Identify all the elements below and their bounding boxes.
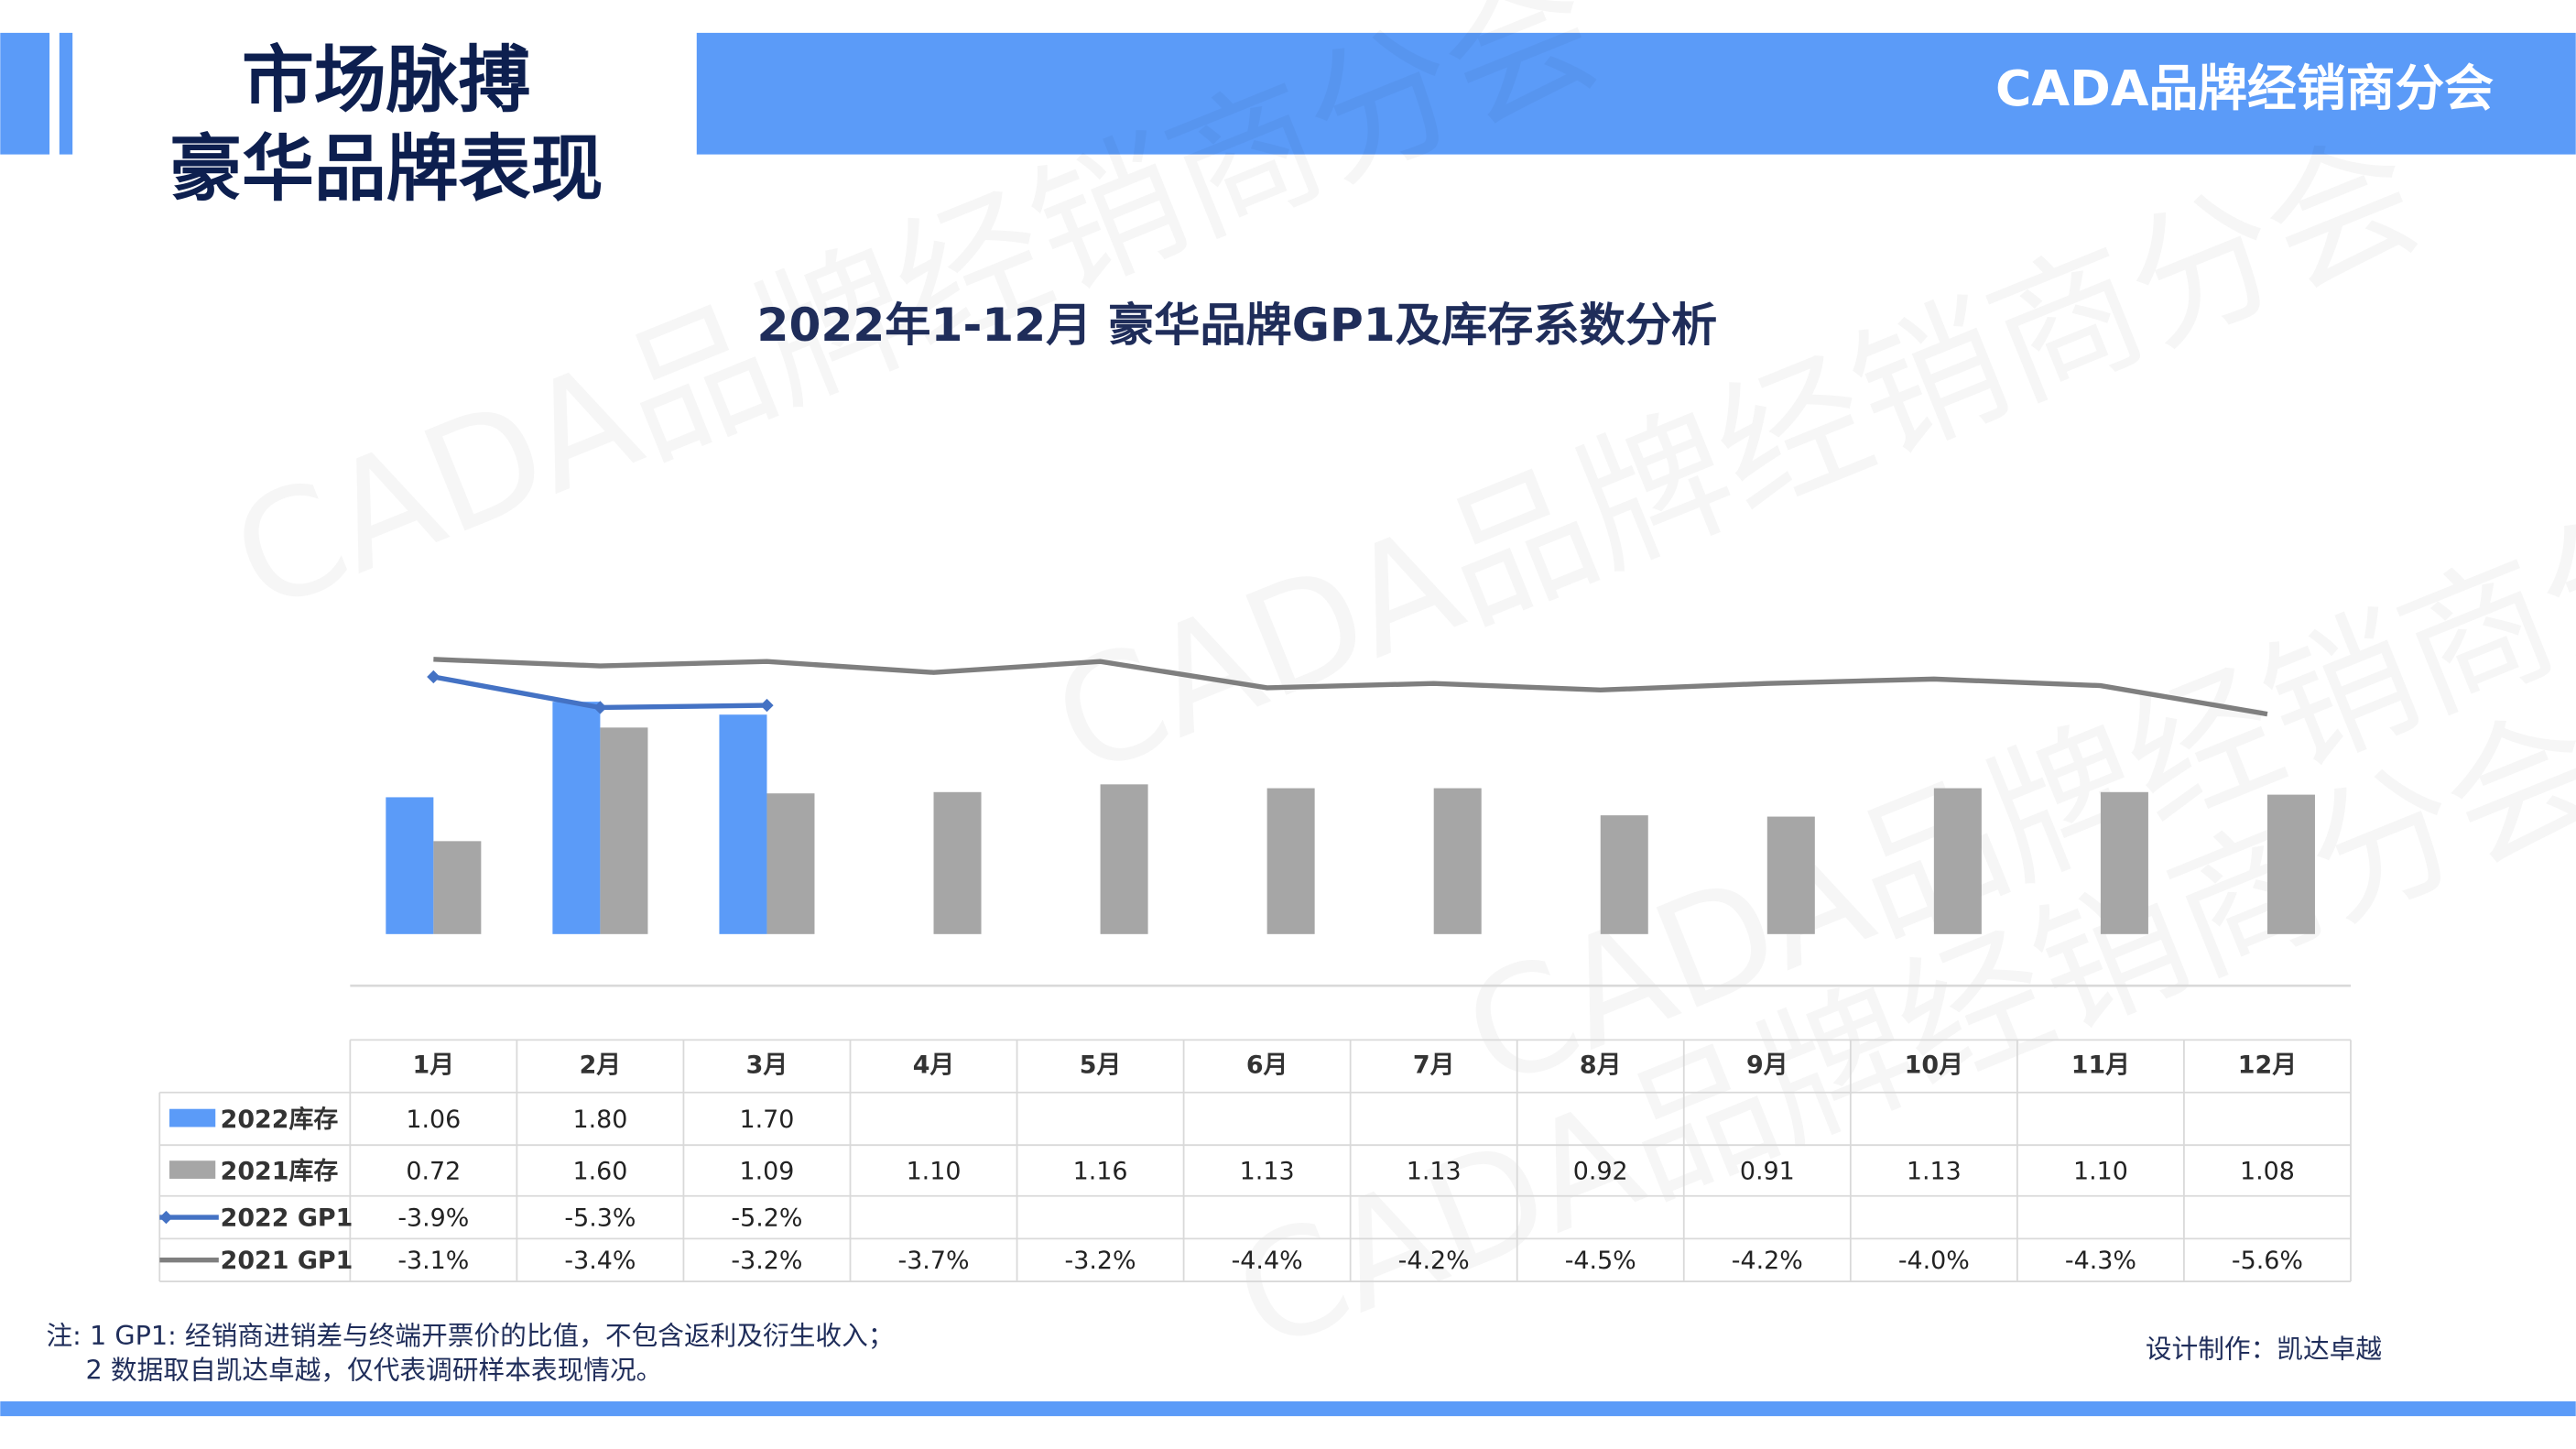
value-label: 1.10 <box>2073 1157 2128 1185</box>
value-label: -3.2% <box>1065 1247 1136 1275</box>
header-stripe <box>59 32 73 155</box>
legend-marker <box>159 1210 173 1225</box>
x-tick-label: 8月 <box>1580 1051 1622 1080</box>
bar <box>766 793 815 934</box>
value-label: -4.0% <box>1898 1247 1970 1275</box>
bar <box>386 797 434 934</box>
value-label: 1.80 <box>572 1106 627 1134</box>
value-label: 1.16 <box>1073 1157 1128 1185</box>
x-tick-label: 5月 <box>1080 1051 1122 1080</box>
x-tick-label: 2月 <box>580 1051 622 1080</box>
value-label: -4.5% <box>1565 1247 1636 1275</box>
value-label: -4.3% <box>2065 1247 2136 1275</box>
header-title: 市场脉搏 <box>242 38 531 123</box>
note: 2 数据取自凯达卓越，仅代表调研样本表现情况。 <box>86 1355 663 1386</box>
legend-label: 2021 GP1 <box>221 1247 353 1275</box>
legend-label: 2021库存 <box>221 1157 339 1185</box>
header-title: 豪华品牌表现 <box>169 127 603 212</box>
value-label: 1.09 <box>740 1157 795 1185</box>
value-label: 1.13 <box>1407 1157 1462 1185</box>
value-label: 1.60 <box>572 1157 627 1185</box>
value-label: -3.9% <box>397 1204 469 1232</box>
x-tick-label: 1月 <box>413 1051 455 1080</box>
x-tick-label: 10月 <box>1905 1051 1963 1080</box>
marker <box>593 701 607 714</box>
legend-swatch <box>169 1160 216 1179</box>
bar <box>2100 791 2148 934</box>
footer-bar <box>0 1400 2576 1417</box>
value-label: 1.13 <box>1240 1157 1295 1185</box>
bar <box>433 841 482 934</box>
value-label: -3.1% <box>397 1247 469 1275</box>
value-label: -5.3% <box>564 1204 636 1232</box>
bar <box>600 727 648 934</box>
bar <box>1433 788 1482 934</box>
value-label: 1.06 <box>406 1106 461 1134</box>
value-label: -3.4% <box>564 1247 636 1275</box>
x-tick-label: 3月 <box>746 1051 788 1080</box>
value-label: 1.08 <box>2240 1157 2295 1185</box>
bar <box>1600 815 1648 934</box>
bar <box>1933 788 1982 934</box>
value-label: -4.4% <box>1232 1247 1303 1275</box>
header-bar <box>696 32 2576 155</box>
value-label: -5.2% <box>731 1204 802 1232</box>
x-tick-label: 7月 <box>1413 1051 1455 1080</box>
bar <box>933 791 982 934</box>
value-label: 1.70 <box>740 1106 795 1134</box>
bar <box>719 714 767 934</box>
legend-label: 2022 GP1 <box>221 1204 353 1232</box>
chart-title: 2022年1-12月 豪华品牌GP1及库存系数分析 <box>757 298 1718 352</box>
value-label: 0.91 <box>1740 1157 1795 1185</box>
x-tick-label: 12月 <box>2238 1051 2297 1080</box>
bar <box>2266 794 2315 934</box>
bar <box>552 702 601 934</box>
value-label: 0.72 <box>406 1157 461 1185</box>
legend-label: 2022库存 <box>221 1106 339 1134</box>
x-tick-label: 11月 <box>2071 1051 2130 1080</box>
value-label: 1.10 <box>907 1157 962 1185</box>
org-name: CADA品牌经销商分会 <box>1995 60 2494 117</box>
credit: 设计制作：凯达卓越 <box>2146 1333 2382 1364</box>
x-tick-label: 6月 <box>1246 1051 1288 1080</box>
header-block <box>0 32 50 155</box>
value-label: -3.2% <box>731 1247 802 1275</box>
x-tick-label: 4月 <box>913 1051 955 1080</box>
x-tick-label: 9月 <box>1746 1051 1788 1080</box>
value-label: 0.92 <box>1573 1157 1628 1185</box>
marker <box>427 670 440 684</box>
value-label: -4.2% <box>1732 1247 1803 1275</box>
value-label: -4.2% <box>1398 1247 1470 1275</box>
marker <box>760 698 774 713</box>
note: 注: 1 GP1: 经销商进销差与终端开票价的比值，不包含返利及衍生收入； <box>47 1320 895 1351</box>
line <box>433 657 2268 717</box>
value-label: -3.7% <box>898 1247 970 1275</box>
bar <box>1766 816 1815 934</box>
bar <box>1100 784 1148 934</box>
value-label: 1.13 <box>1907 1157 1962 1185</box>
value-label: -5.6% <box>2232 1247 2303 1275</box>
bar <box>1266 788 1315 934</box>
legend-swatch <box>169 1108 216 1128</box>
